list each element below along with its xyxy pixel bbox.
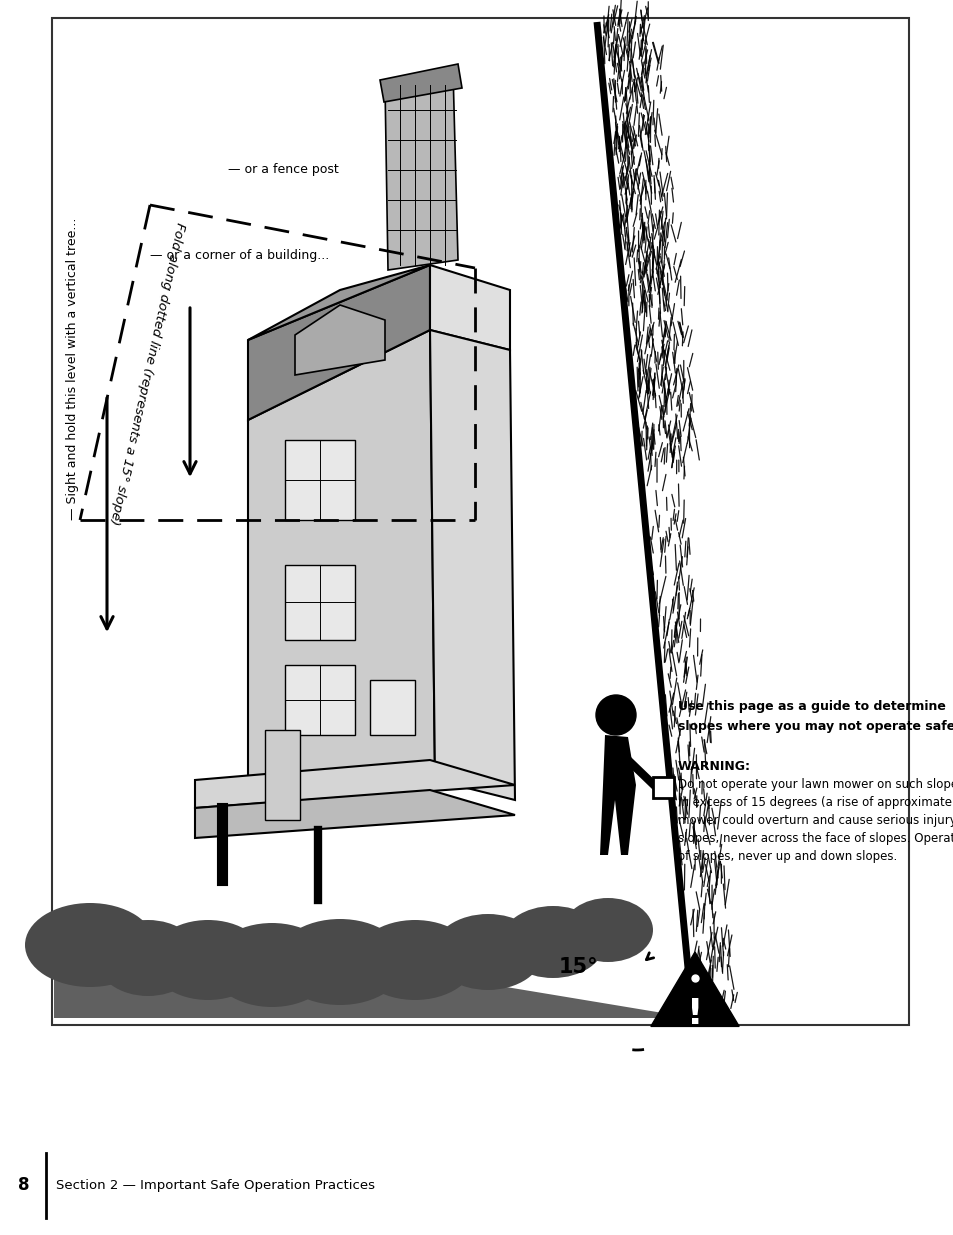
Polygon shape [194, 760, 515, 808]
Text: slopes where you may not operate safely.: slopes where you may not operate safely. [678, 720, 953, 734]
Ellipse shape [210, 923, 334, 1007]
Text: !: ! [686, 997, 702, 1031]
Ellipse shape [562, 898, 652, 962]
Text: Do not operate your lawn mower on such slopes. Do not mow on inclines with a slo: Do not operate your lawn mower on such s… [678, 778, 953, 790]
Text: Section 2 — Important Safe Operation Practices: Section 2 — Important Safe Operation Pra… [56, 1178, 375, 1192]
Ellipse shape [96, 920, 200, 995]
Ellipse shape [25, 903, 154, 987]
Polygon shape [599, 735, 636, 855]
Text: 15°: 15° [558, 957, 598, 977]
Text: — Sight and hold this level with a vertical tree...: — Sight and hold this level with a verti… [67, 217, 79, 520]
Bar [285, 440, 355, 520]
Text: Use this page as a guide to determine: Use this page as a guide to determine [678, 700, 944, 713]
Polygon shape [379, 64, 461, 103]
Polygon shape [652, 777, 673, 798]
Polygon shape [248, 266, 430, 420]
Text: mower could overturn and cause serious injury. Operate riding mowers up and down: mower could overturn and cause serious i… [678, 814, 953, 827]
Bar [370, 680, 415, 735]
Ellipse shape [355, 920, 475, 1000]
Ellipse shape [433, 914, 542, 990]
Polygon shape [650, 952, 739, 1026]
Bar [52, 19, 908, 1025]
Polygon shape [430, 266, 510, 350]
Text: Fold along dotted line (represents a 15° slope): Fold along dotted line (represents a 15°… [107, 221, 186, 526]
Text: WARNING:: WARNING: [678, 760, 750, 773]
Polygon shape [248, 266, 430, 340]
Text: slopes, never across the face of slopes. Operate walk-behind mowers across the f: slopes, never across the face of slopes.… [678, 832, 953, 845]
Polygon shape [54, 911, 692, 1018]
Text: — or a corner of a building...: — or a corner of a building... [150, 248, 329, 262]
Text: of slopes, never up and down slopes.: of slopes, never up and down slopes. [678, 850, 897, 863]
Polygon shape [430, 330, 515, 800]
Polygon shape [194, 790, 515, 839]
Ellipse shape [500, 906, 604, 978]
Bar [285, 664, 355, 735]
Ellipse shape [150, 920, 266, 1000]
Polygon shape [248, 330, 435, 820]
Polygon shape [294, 305, 385, 375]
Polygon shape [385, 70, 457, 270]
Circle shape [596, 695, 636, 735]
Ellipse shape [274, 919, 405, 1005]
Text: in excess of 15 degrees (a rise of approximately 2-1/2 feet every 10 feet). A ri: in excess of 15 degrees (a rise of appro… [678, 797, 953, 809]
Text: — or a fence post: — or a fence post [228, 163, 338, 177]
Text: 8: 8 [18, 1176, 30, 1194]
Bar [285, 564, 355, 640]
Bar [265, 730, 299, 820]
